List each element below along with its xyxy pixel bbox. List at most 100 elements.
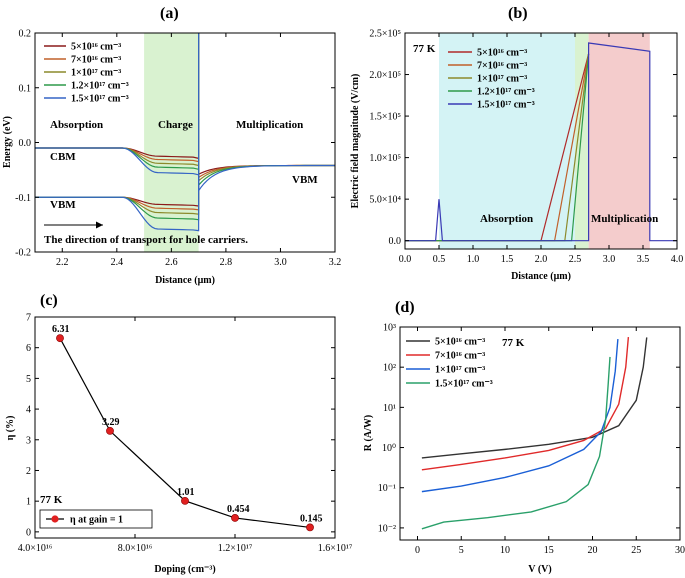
x-tick-label: 30 <box>675 545 685 556</box>
legend-entry: 5×10¹⁶ cm⁻³ <box>477 48 527 59</box>
panel-c: (c) 4.0×10¹⁶ 8.0×10¹⁶ 1.2×10¹⁷ 1.6×10¹⁷ 0 1 2 3 4… <box>5 292 353 575</box>
y-axis-label: Energy (eV) <box>2 116 13 168</box>
x-tick-label: 2.4 <box>111 257 124 268</box>
x-axis-label: V (V) <box>528 564 551 575</box>
x-tick-label: 20 <box>588 545 598 556</box>
legend-entry: 7×10¹⁶ cm⁻³ <box>477 61 527 72</box>
temperature-label: 77 K <box>40 494 63 506</box>
data-label: 1.01 <box>177 487 195 498</box>
x-tick-label: 2.6 <box>165 257 178 268</box>
panel-label: (a) <box>160 5 179 22</box>
x-tick-label: 15 <box>544 545 554 556</box>
y-tick-label: 2.0×10⁵ <box>369 70 401 81</box>
y-tick-label: 6 <box>26 343 31 354</box>
temperature-label: 77 K <box>413 43 436 55</box>
y-tick-label: 10⁰ <box>382 443 396 454</box>
legend-entry: 1.5×10¹⁷ cm⁻³ <box>477 100 535 111</box>
responsivity-curve <box>421 339 619 493</box>
vbm-label-right: VBM <box>292 174 318 186</box>
x-tick-label: 3.0 <box>603 254 616 265</box>
field-region <box>439 33 575 249</box>
y-tick-label: 2.5×10⁵ <box>369 29 401 40</box>
y-tick-label: 3 <box>26 435 31 446</box>
x-tick-label: 4.0×10¹⁶ <box>18 543 53 554</box>
x-axis-label: Doping (cm⁻³) <box>154 564 215 575</box>
data-label: 3.29 <box>102 417 120 428</box>
plot-frame <box>34 316 336 539</box>
vbm-label-left: VBM <box>50 199 76 211</box>
region-label-charge: Charge <box>158 119 193 131</box>
y-tick-label: 1 <box>26 497 31 508</box>
x-tick-label: 5 <box>459 545 464 556</box>
x-tick-label: 0 <box>415 545 420 556</box>
y-tick-label: 10² <box>383 363 396 374</box>
x-tick-label: 1.0 <box>467 254 480 265</box>
x-tick-label: 0.0 <box>399 254 412 265</box>
legend-entry: 7×10¹⁶ cm⁻³ <box>71 55 121 66</box>
y-tick-label: 1.5×10⁵ <box>369 112 401 123</box>
x-tick-label: 3.5 <box>637 254 650 265</box>
legend-b: 5×10¹⁶ cm⁻³ 7×10¹⁶ cm⁻³ 1×10¹⁷ cm⁻³ 1.2×10¹… <box>448 48 535 111</box>
cbm-label: CBM <box>50 151 76 163</box>
data-label: 6.31 <box>52 324 70 335</box>
data-point <box>231 514 239 522</box>
x-tick-label: 1.5 <box>501 254 514 265</box>
temperature-label: 77 K <box>502 337 525 349</box>
responsivity-curve <box>421 337 630 471</box>
y-axis-label: R (A/W) <box>363 415 374 451</box>
y-tick-label: 0 <box>26 527 31 538</box>
y-axis-label: η (%) <box>5 416 16 441</box>
x-axis-label: Distance (μm) <box>511 271 571 282</box>
y-tick-label: 10¹ <box>383 403 396 414</box>
x-tick-label: 10 <box>500 545 510 556</box>
data-point <box>181 496 189 505</box>
data-label: 0.454 <box>227 504 250 515</box>
x-tick-label: 8.0×10¹⁶ <box>118 543 153 554</box>
x-tick-label: 2.5 <box>569 254 582 265</box>
legend-entry: 7×10¹⁶ cm⁻³ <box>435 351 485 362</box>
x-tick-label: 0.5 <box>433 254 446 265</box>
panel-b: (b) 0.0 0.5 1.0 1.5 2.0 2.5 3.0 3.5 4.0 0.0 5.0×10⁴… <box>350 5 683 282</box>
x-tick-label: 1.6×10¹⁷ <box>318 543 353 554</box>
legend-a: 5×10¹⁶ cm⁻³ 7×10¹⁶ cm⁻³ 1×10¹⁷ cm⁻³ 1.2×10¹… <box>44 42 129 105</box>
region-label-multiplication: Multiplication <box>591 213 658 225</box>
x-tick-label: 3.0 <box>274 257 287 268</box>
field-region <box>588 33 650 249</box>
y-tick-label: -0.1 <box>15 193 31 204</box>
x-tick-label: 2.0 <box>535 254 548 265</box>
legend-entry: 1×10¹⁷ cm⁻³ <box>477 74 527 85</box>
x-tick-label: 4.0 <box>671 254 684 265</box>
legend-d: 5×10¹⁶ cm⁻³ 7×10¹⁶ cm⁻³ 1×10¹⁷ cm⁻³ 1.5×10¹… <box>406 337 493 390</box>
y-tick-label: 5.0×10⁴ <box>369 195 401 206</box>
panel-a: (a) 2.2 2.4 2.6 2.8 3.0 3.2 -0.2 -0.1 0.0 0.1 0.2 Ab… <box>2 5 341 286</box>
legend-entry: 5×10¹⁶ cm⁻³ <box>435 337 485 348</box>
legend-entry: 5×10¹⁶ cm⁻³ <box>71 42 121 53</box>
region-label-absorption: Absorption <box>480 213 533 225</box>
x-tick-label: 2.8 <box>220 257 233 268</box>
charge-region <box>144 33 199 252</box>
cbm-curve <box>35 147 335 193</box>
x-tick-label: 3.2 <box>329 257 342 268</box>
panel-label: (c) <box>40 292 58 309</box>
plot-frame <box>399 326 681 541</box>
y-tick-label: 0.0 <box>389 236 402 247</box>
legend-box <box>39 509 153 529</box>
data-label: 0.145 <box>300 513 323 524</box>
x-axis-label: Distance (μm) <box>155 275 215 286</box>
y-tick-label: 5 <box>26 374 31 385</box>
y-tick-label: 10⁻² <box>378 523 396 534</box>
legend-entry: η at gain = 1 <box>70 515 123 526</box>
region-label-multiplication: Multiplication <box>236 119 303 131</box>
x-tick-label: 2.2 <box>56 257 69 268</box>
responsivity-curve <box>421 356 611 530</box>
legend-entry: 1.5×10¹⁷ cm⁻³ <box>71 94 129 105</box>
y-axis-label: Electric field magnitude (V/cm) <box>350 74 361 209</box>
legend-c: η at gain = 1 <box>39 509 153 529</box>
panel-label: (b) <box>508 5 528 22</box>
data-point <box>106 426 114 435</box>
y-tick-label: 7 <box>26 313 31 324</box>
y-tick-label: 10⁻¹ <box>378 483 396 494</box>
data-point <box>306 523 314 532</box>
vbm-curve <box>35 33 200 232</box>
region-label-absorption: Absorption <box>50 119 103 131</box>
